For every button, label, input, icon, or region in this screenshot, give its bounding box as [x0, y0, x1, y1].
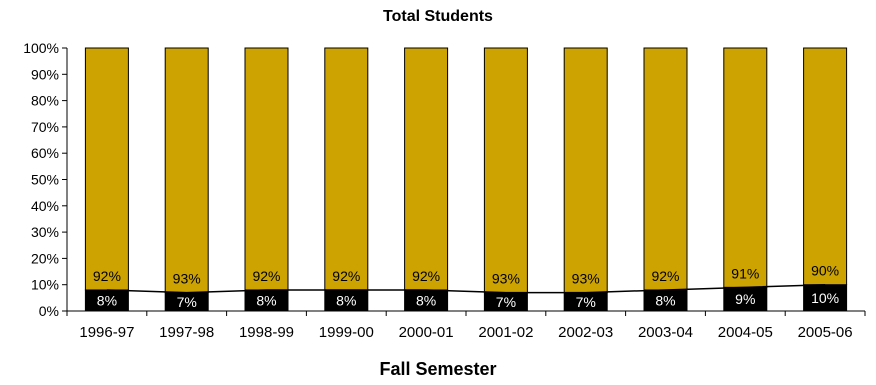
x-tick-label: 1997-98 — [159, 324, 214, 341]
y-tick-label: 60% — [31, 145, 59, 161]
data-label-top: 92% — [412, 268, 440, 284]
y-tick-label: 70% — [31, 119, 59, 135]
data-label-bottom: 8% — [655, 292, 675, 308]
data-label-top: 93% — [492, 271, 520, 287]
data-label-top: 92% — [651, 268, 679, 284]
bar-segment-top — [563, 47, 608, 294]
data-label-bottom: 8% — [256, 292, 276, 308]
x-tick-label: 2000-01 — [399, 324, 454, 341]
y-tick-label: 30% — [31, 224, 59, 240]
data-label-bottom: 7% — [576, 294, 596, 310]
y-tick-label: 40% — [31, 198, 59, 214]
data-label-bottom: 10% — [811, 290, 839, 306]
data-label-top: 93% — [173, 271, 201, 287]
data-label-bottom: 8% — [97, 292, 117, 308]
data-label-top: 93% — [572, 271, 600, 287]
bar-segment-top — [244, 47, 289, 291]
bar-segment-top — [723, 47, 768, 288]
bar-segment-top — [404, 47, 449, 291]
data-label-top: 92% — [332, 268, 360, 284]
x-axis-title: Fall Semester — [379, 359, 497, 379]
series-line — [106, 283, 826, 294]
bar-segment-top — [643, 47, 688, 291]
data-label-bottom: 8% — [336, 292, 356, 308]
data-label-bottom: 7% — [177, 294, 197, 310]
bar-segment-top — [483, 47, 528, 294]
x-tick-label: 1996-97 — [79, 324, 134, 341]
x-tick-label: 2004-05 — [718, 324, 773, 341]
data-label-bottom: 7% — [496, 294, 516, 310]
y-tick-label: 0% — [39, 303, 59, 319]
y-tick-label: 50% — [31, 172, 59, 188]
x-tick-label: 1999-00 — [319, 324, 374, 341]
y-tick-label: 20% — [31, 250, 59, 266]
data-label-top: 91% — [731, 265, 759, 281]
chart-title: Total Students — [383, 8, 493, 25]
data-label-top: 92% — [252, 268, 280, 284]
y-tick-label: 100% — [23, 40, 59, 56]
data-label-top: 92% — [93, 268, 121, 284]
x-tick-label: 2005-06 — [798, 324, 853, 341]
y-tick-label: 10% — [31, 277, 59, 293]
bar-segment-bottom — [803, 284, 848, 312]
x-tick-label: 1998-99 — [239, 324, 294, 341]
bar-segment-top — [84, 47, 129, 291]
x-tick-label: 2003-04 — [638, 324, 693, 341]
y-tick-label: 80% — [31, 93, 59, 109]
x-tick-label: 2001-02 — [478, 324, 533, 341]
bar-segment-top — [803, 47, 848, 286]
data-label-bottom: 9% — [735, 291, 755, 307]
data-label-bottom: 8% — [416, 292, 436, 308]
y-tick-label: 90% — [31, 66, 59, 82]
x-tick-label: 2002-03 — [558, 324, 613, 341]
bar-segment-top — [164, 47, 209, 294]
bar-segment-top — [324, 47, 369, 291]
data-label-top: 90% — [811, 263, 839, 279]
